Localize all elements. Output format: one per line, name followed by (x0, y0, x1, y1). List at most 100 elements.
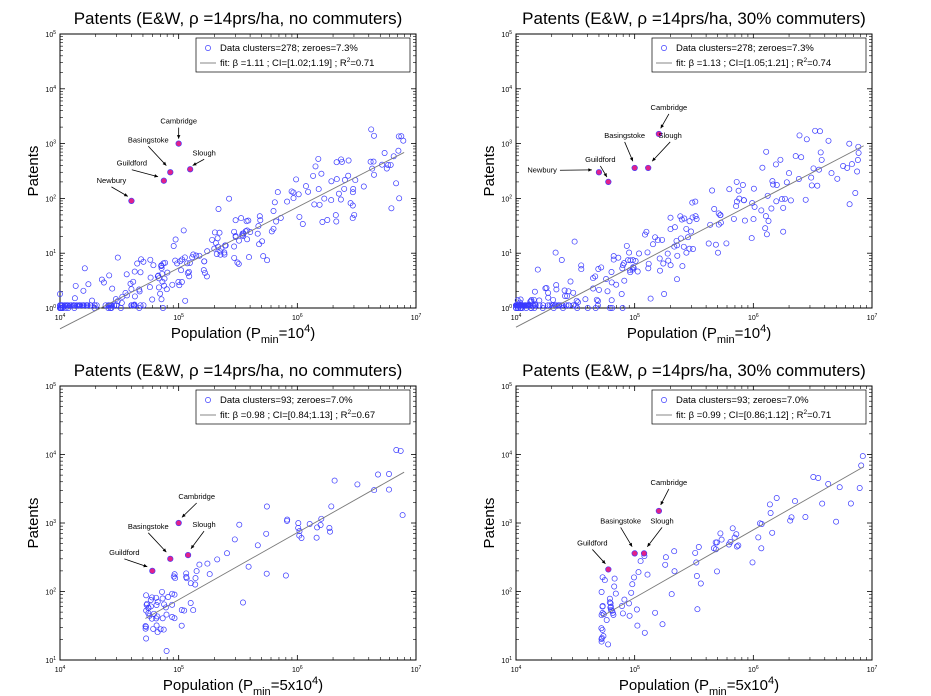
legend-fit-main: fit: β =1.11 ; CI=[1.02;1.19] ; R (220, 58, 347, 69)
x-tick-label: 106 (292, 313, 303, 322)
data-point (715, 210, 722, 217)
x-axis-label: Population (Pmin=104) (171, 323, 315, 346)
data-point (345, 172, 352, 179)
data-point (143, 635, 150, 642)
data-point (146, 284, 153, 291)
data-point (187, 600, 194, 606)
y-tick-label: 102 (501, 194, 512, 203)
fit-line (601, 466, 864, 618)
y-tick-label: 103 (501, 140, 512, 149)
tick-exponent: 4 (53, 451, 56, 457)
data-point (773, 495, 780, 501)
data-point (513, 302, 520, 309)
data-point (553, 282, 560, 289)
legend-data-label: Data clusters=93; zeroes=7.0% (220, 395, 353, 406)
x-axis-label: Population (Pmin=104) (627, 323, 771, 346)
data-point (131, 293, 138, 300)
data-point (816, 166, 822, 173)
data-point (847, 500, 854, 507)
data-point (795, 176, 802, 182)
data-point (733, 203, 740, 210)
highlight-point (175, 140, 182, 147)
data-point (692, 213, 699, 220)
data-point (765, 218, 772, 224)
data-point (318, 170, 325, 177)
tick-base: 10 (45, 142, 53, 149)
data-point (584, 305, 591, 311)
data-point (381, 150, 388, 156)
data-point (634, 622, 641, 629)
city-label: Guildford (109, 548, 139, 557)
legend-box (195, 37, 411, 73)
data-point (131, 301, 138, 308)
data-point (578, 266, 585, 273)
fit-line (59, 152, 405, 330)
x-axis-label-sup: 4 (304, 323, 310, 335)
data-point (333, 176, 340, 183)
data-point (654, 237, 661, 244)
data-point (542, 285, 549, 292)
data-point (660, 260, 667, 267)
tick-exponent: 6 (300, 313, 303, 319)
x-tick-label: 106 (748, 665, 759, 674)
data-point (370, 158, 377, 165)
data-point (810, 474, 817, 480)
data-point (114, 254, 121, 261)
data-point (735, 187, 742, 194)
data-point (604, 288, 611, 295)
data-point (594, 302, 601, 309)
data-point (383, 165, 390, 172)
data-point (758, 207, 765, 214)
data-point (349, 189, 356, 196)
legend-marker (661, 45, 667, 51)
tick-exponent: 3 (509, 519, 512, 525)
data-point (552, 249, 559, 256)
data-point (172, 236, 179, 243)
data-point (178, 622, 185, 629)
data-point (534, 266, 541, 273)
tick-exponent: 7 (875, 313, 878, 319)
data-point (810, 165, 817, 172)
chart-panel-3: Patents (E&W, ρ =14prs/ha, no commuters)… (25, 361, 422, 696)
data-point (710, 545, 717, 552)
chart-title: Patents (E&W, ρ =14prs/ha, no commuters) (74, 9, 403, 28)
tick-exponent: 1 (509, 249, 512, 255)
city-label: Newbury (97, 176, 127, 185)
tick-base: 10 (45, 384, 53, 391)
data-point (140, 302, 147, 309)
data-point (593, 296, 600, 303)
data-point (119, 293, 126, 300)
tick-exponent: 3 (509, 140, 512, 146)
city-arrowhead (162, 161, 167, 166)
data-point (645, 260, 652, 267)
y-tick-label: 100 (45, 304, 56, 313)
highlight-point (605, 566, 612, 573)
data-point (368, 126, 375, 133)
data-point (611, 575, 618, 582)
tick-exponent: 4 (509, 85, 512, 91)
data-point (327, 528, 333, 535)
data-point (81, 265, 88, 272)
x-tick-label: 105 (173, 313, 184, 322)
y-tick-label: 101 (45, 656, 56, 665)
data-point (739, 182, 746, 188)
data-point (674, 252, 681, 259)
data-point (204, 560, 211, 567)
data-point (792, 498, 798, 505)
data-point (328, 503, 335, 510)
tick-base: 10 (511, 667, 519, 674)
data-point (683, 225, 690, 232)
data-point (763, 148, 770, 155)
data-point (169, 281, 176, 288)
data-point (189, 254, 196, 261)
data-point (190, 607, 197, 614)
data-point (123, 271, 130, 278)
data-point (206, 571, 213, 578)
data-point (161, 275, 168, 282)
data-point (290, 189, 297, 196)
data-point (718, 536, 725, 543)
legend-fit-tail: =0.71 (350, 58, 374, 69)
data-point (284, 198, 291, 205)
data-point (295, 191, 302, 198)
data-point (240, 599, 246, 606)
